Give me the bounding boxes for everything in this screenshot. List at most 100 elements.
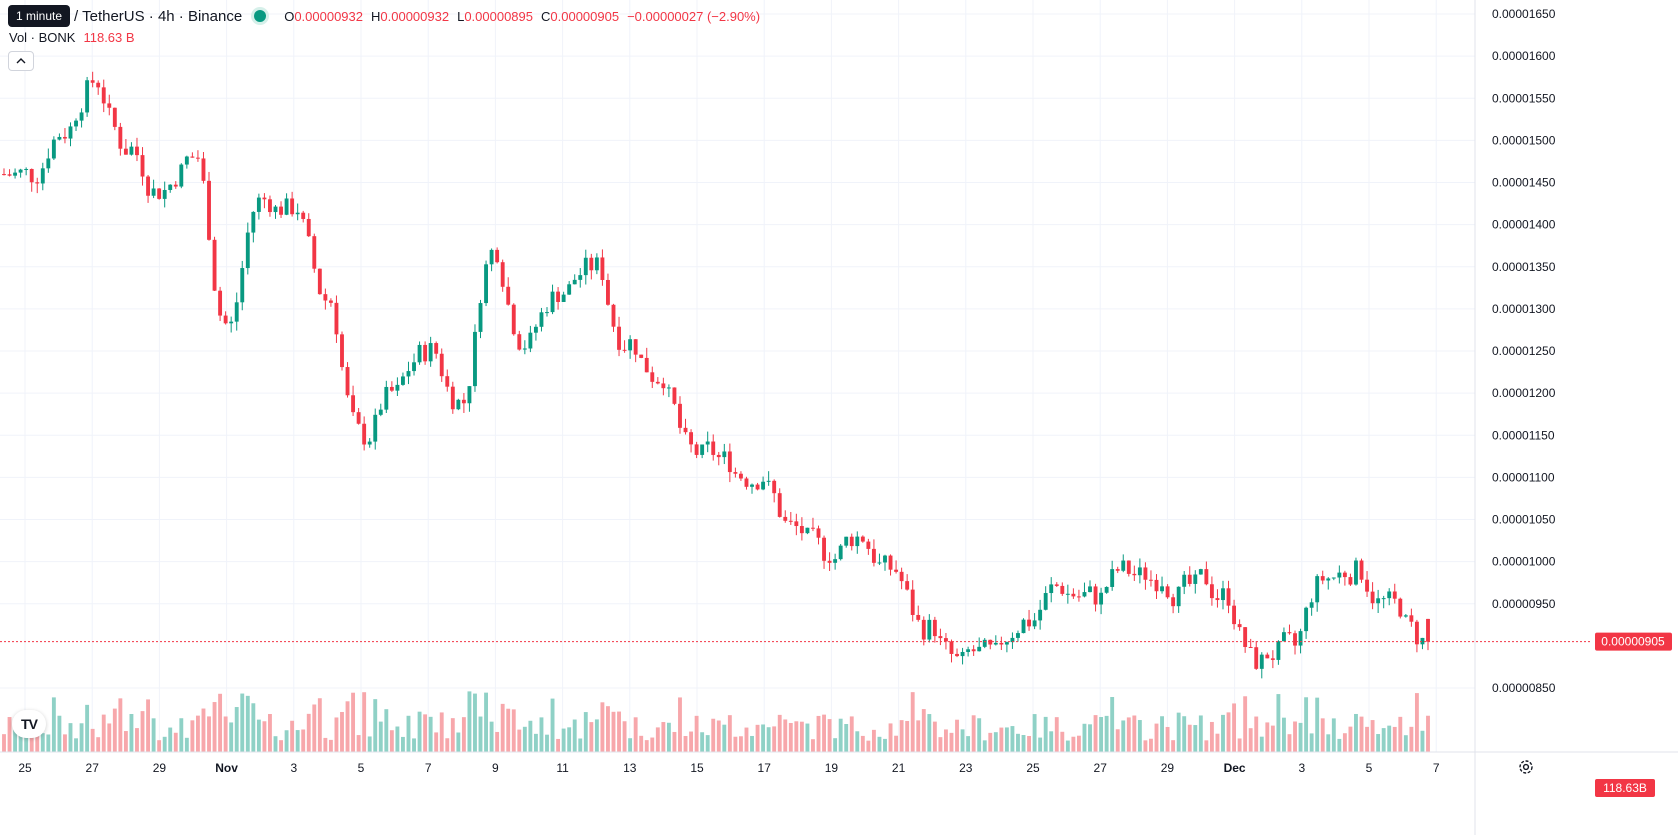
- candle-body[interactable]: [666, 387, 671, 389]
- candle-body[interactable]: [279, 206, 283, 215]
- candle-body[interactable]: [201, 158, 206, 181]
- candle-body[interactable]: [633, 339, 638, 355]
- candle-body[interactable]: [495, 249, 500, 263]
- candle-body[interactable]: [306, 218, 311, 237]
- candle-body[interactable]: [672, 387, 677, 404]
- candle-body[interactable]: [1137, 567, 1142, 576]
- candle-body[interactable]: [1381, 598, 1386, 600]
- candle-body[interactable]: [1309, 602, 1314, 608]
- candle-body[interactable]: [1348, 577, 1353, 585]
- candle-body[interactable]: [1398, 598, 1403, 617]
- candle-body[interactable]: [328, 300, 333, 303]
- candle-body[interactable]: [761, 481, 766, 490]
- candle-body[interactable]: [1221, 588, 1225, 601]
- candle-body[interactable]: [822, 537, 826, 561]
- candle-body[interactable]: [628, 339, 633, 351]
- candle-body[interactable]: [700, 444, 705, 455]
- candle-body[interactable]: [428, 343, 433, 362]
- candle-body[interactable]: [445, 376, 450, 387]
- candle-body[interactable]: [1182, 574, 1187, 587]
- candle-body[interactable]: [406, 371, 411, 377]
- candle-body[interactable]: [1160, 586, 1164, 592]
- candle-body[interactable]: [273, 206, 278, 213]
- candle-body[interactable]: [467, 386, 472, 404]
- candle-body[interactable]: [910, 589, 915, 615]
- candle-body[interactable]: [650, 372, 655, 382]
- candle-body[interactable]: [506, 286, 511, 305]
- candle-body[interactable]: [384, 386, 389, 410]
- candle-body[interactable]: [611, 304, 616, 327]
- candle-body[interactable]: [345, 367, 350, 396]
- candle-body[interactable]: [1392, 591, 1397, 599]
- candle-body[interactable]: [545, 312, 549, 314]
- candle-body[interactable]: [262, 197, 267, 200]
- candle-body[interactable]: [755, 484, 760, 490]
- candle-body[interactable]: [949, 641, 954, 654]
- candle-body[interactable]: [1320, 576, 1325, 581]
- candle-body[interactable]: [290, 198, 295, 215]
- candle-body[interactable]: [2, 174, 6, 176]
- candle-body[interactable]: [528, 332, 533, 349]
- candle-body[interactable]: [79, 112, 84, 121]
- candle-body[interactable]: [151, 188, 156, 196]
- candle-body[interactable]: [1315, 576, 1320, 603]
- candle-body[interactable]: [977, 646, 982, 652]
- candle-body[interactable]: [439, 353, 444, 377]
- candle-body[interactable]: [894, 569, 899, 572]
- candle-body[interactable]: [450, 386, 455, 410]
- candle-body[interactable]: [295, 212, 300, 215]
- candle-body[interactable]: [212, 239, 217, 291]
- candle-body[interactable]: [578, 275, 583, 280]
- candle-body[interactable]: [301, 212, 306, 219]
- candle-body[interactable]: [1088, 586, 1092, 593]
- candle-body[interactable]: [1414, 621, 1419, 645]
- gear-icon[interactable]: [1516, 757, 1536, 777]
- candle-body[interactable]: [51, 139, 56, 159]
- candle-body[interactable]: [146, 176, 151, 196]
- candle-body[interactable]: [622, 349, 627, 351]
- candle-body[interactable]: [877, 562, 882, 564]
- candle-body[interactable]: [1126, 560, 1131, 574]
- candle-body[interactable]: [35, 182, 40, 184]
- candle-body[interactable]: [284, 198, 289, 215]
- candle-body[interactable]: [179, 164, 184, 187]
- candle-body[interactable]: [567, 284, 572, 295]
- candle-body[interactable]: [312, 236, 317, 269]
- candle-body[interactable]: [888, 555, 893, 570]
- candle-body[interactable]: [1293, 633, 1297, 646]
- candle-body[interactable]: [1209, 584, 1214, 599]
- candle-body[interactable]: [1326, 578, 1331, 581]
- candle-body[interactable]: [74, 120, 78, 127]
- candle-body[interactable]: [1270, 658, 1275, 660]
- candle-body[interactable]: [184, 156, 189, 165]
- candle-body[interactable]: [694, 444, 699, 455]
- candle-body[interactable]: [733, 472, 738, 474]
- candle-body[interactable]: [1243, 627, 1248, 647]
- candle-body[interactable]: [1276, 641, 1281, 660]
- candle-body[interactable]: [484, 264, 488, 304]
- candle-body[interactable]: [583, 257, 588, 276]
- candle-body[interactable]: [234, 302, 239, 322]
- candle-body[interactable]: [1331, 577, 1336, 579]
- candle-body[interactable]: [367, 441, 372, 445]
- candle-body[interactable]: [916, 614, 921, 620]
- candle-body[interactable]: [1187, 574, 1192, 584]
- candle-body[interactable]: [317, 268, 322, 295]
- candle-body[interactable]: [727, 451, 732, 473]
- candle-body[interactable]: [1115, 569, 1120, 571]
- candle-body[interactable]: [157, 188, 162, 199]
- candle-body[interactable]: [1093, 586, 1098, 605]
- candle-body[interactable]: [766, 480, 771, 482]
- candle-body[interactable]: [1287, 632, 1292, 634]
- candle-body[interactable]: [600, 257, 605, 280]
- candle-body[interactable]: [1359, 560, 1364, 580]
- candle-body[interactable]: [268, 199, 272, 213]
- candle-body[interactable]: [46, 158, 51, 169]
- price-axis[interactable]: 0.00001650 0.00001600 0.00001550 0.00001500…: [1474, 0, 1556, 835]
- candle-body[interactable]: [1337, 572, 1342, 578]
- candle-body[interactable]: [1215, 598, 1220, 601]
- candle-body[interactable]: [1154, 579, 1159, 592]
- candle-body[interactable]: [993, 642, 998, 645]
- candle-body[interactable]: [866, 541, 871, 549]
- candle-body[interactable]: [85, 80, 90, 113]
